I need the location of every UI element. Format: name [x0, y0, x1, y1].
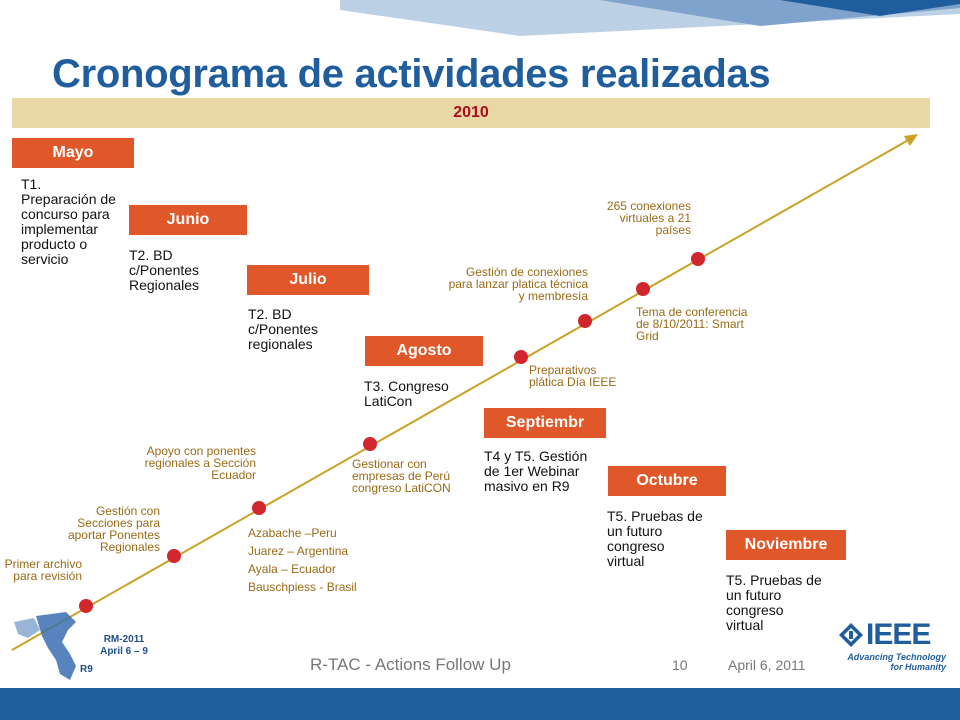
milestone-dot: [636, 282, 650, 296]
ieee-tagline: Advancing Technology for Humanity: [842, 652, 946, 672]
contact-list: Azabache –Peru Juarez – Argentina Ayala …: [248, 524, 418, 596]
bottom-band: [0, 688, 960, 720]
top-decorative-band: [0, 0, 960, 40]
timeline-line: [11, 137, 913, 651]
milestone-dot: [252, 501, 266, 515]
contact-item: Juarez – Argentina: [248, 544, 349, 558]
month-junio: Junio: [129, 205, 247, 235]
region-label: R9: [80, 664, 93, 675]
annotation-tema-conferencia: Tema de conferencia de 8/10/2011: Smart …: [636, 305, 748, 343]
milestone-dot: [79, 599, 93, 613]
milestone-dot: [691, 252, 705, 266]
annotation-conexiones-virtuales: 265 conexiones virtuales a 21 países: [606, 199, 691, 237]
annotation-apoyo-ponentes: Apoyo con ponentes regionales a Sección …: [144, 444, 256, 482]
ieee-wordmark: IEEE: [866, 618, 931, 651]
year-band: 2010: [12, 98, 930, 128]
contact-item: Azabache –Peru: [248, 526, 337, 540]
meeting-label: RM-2011 April 6 – 9: [92, 634, 156, 658]
month-noviembre: Noviembre: [726, 530, 846, 560]
contact-item: Bauschpiess - Brasil: [248, 580, 357, 594]
meeting-dates: April 6 – 9: [100, 646, 148, 657]
year-label: 2010: [453, 104, 489, 121]
annotation-gestion-conexiones: Gestión de conexiones para lanzar platic…: [448, 265, 588, 303]
month-septiembre: Septiembr: [484, 408, 606, 438]
ieee-logo: IEEE Advancing Technology for Humanity: [838, 618, 948, 678]
milestone-dot: [167, 549, 181, 563]
month-mayo: Mayo: [12, 138, 134, 168]
month-julio: Julio: [247, 265, 369, 295]
annotation-preparativos: Preparativos plática Día IEEE: [529, 363, 617, 389]
ieee-tagline-line: Advancing Technology: [847, 652, 946, 662]
month-octubre: Octubre: [608, 466, 726, 496]
annotation-primer-archivo: Primer archivo para revisión: [4, 557, 82, 583]
task-noviembre: T5. Pruebas de un futuro congreso virtua…: [726, 572, 822, 633]
task-mayo: T1. Preparación de concurso para impleme…: [21, 176, 116, 267]
annotation-gestion-secciones: Gestión con Secciones para aportar Ponen…: [67, 504, 160, 554]
ieee-diamond-icon: [839, 623, 863, 647]
month-agosto: Agosto: [365, 336, 483, 366]
timeline-arrowhead: [904, 134, 918, 146]
milestone-dot: [514, 350, 528, 364]
task-agosto: T3. Congreso LatiCon: [364, 378, 449, 409]
task-junio: T2. BD c/Ponentes Regionales: [129, 247, 200, 293]
page-number: 10: [672, 657, 688, 673]
milestone-dot: [578, 314, 592, 328]
page-title: Cronograma de actividades realizadas: [52, 52, 771, 96]
footer-title: R-TAC - Actions Follow Up: [310, 655, 511, 674]
milestone-dot: [363, 437, 377, 451]
annotation-gestionar-empresas: Gestionar con empresas de Perú congreso …: [352, 457, 451, 495]
task-septiembre: T4 y T5. Gestión de 1er Webinar masivo e…: [484, 448, 588, 494]
contact-item: Ayala – Ecuador: [248, 562, 336, 576]
americas-map-icon: [14, 612, 76, 680]
ieee-tagline-line: for Humanity: [890, 662, 946, 672]
task-octubre: T5. Pruebas de un futuro congreso virtua…: [607, 508, 703, 569]
footer-date: April 6, 2011: [728, 657, 806, 673]
meeting-name: RM-2011: [103, 634, 145, 645]
task-julio: T2. BD c/Ponentes regionales: [248, 306, 319, 352]
